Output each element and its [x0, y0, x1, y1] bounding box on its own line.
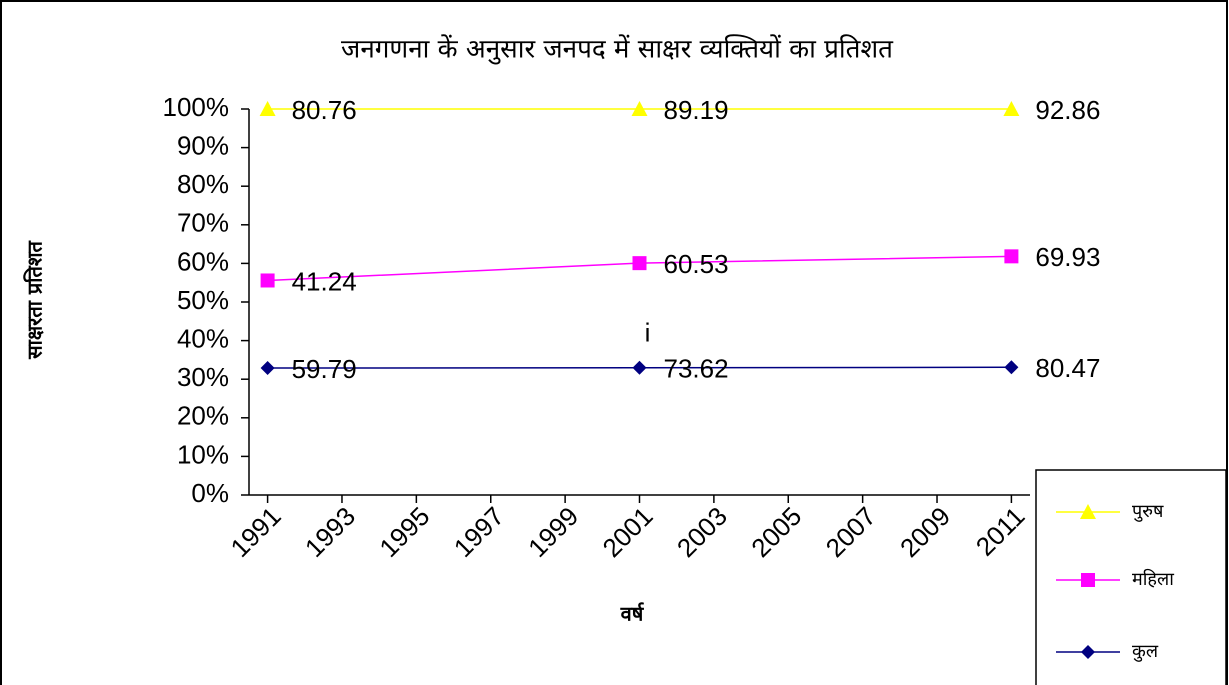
- legend-marker: [1081, 573, 1095, 587]
- legend-label: महिला: [1132, 568, 1174, 590]
- point: [632, 256, 647, 271]
- y-axis-title: साक्षरता प्रतिशत: [23, 240, 47, 360]
- y-tick-label: 40%: [177, 323, 229, 353]
- data-label: 92.86: [1035, 95, 1100, 125]
- y-tick-label: 10%: [177, 439, 229, 469]
- chart-title: जनगणना कें अनुसार जनपद में साक्षर व्यक्त…: [341, 34, 894, 65]
- data-label: 73.62: [664, 354, 729, 384]
- annotation: i: [645, 317, 651, 347]
- point: [632, 360, 647, 375]
- point: [1004, 249, 1019, 264]
- data-label: 80.76: [292, 95, 357, 125]
- legend-marker: [1080, 504, 1096, 519]
- data-label: 89.19: [664, 95, 729, 125]
- legend-marker: [1081, 645, 1095, 659]
- point: [1003, 101, 1020, 116]
- legend-label: पुरुष: [1132, 501, 1164, 522]
- point: [631, 101, 648, 116]
- data-label: 41.24: [292, 266, 357, 296]
- point: [260, 361, 275, 376]
- y-tick-label: 80%: [177, 169, 229, 199]
- data-label: 59.79: [292, 354, 357, 384]
- data-label: 80.47: [1035, 353, 1100, 383]
- y-tick-label: 60%: [177, 246, 229, 276]
- y-tick-label: 20%: [177, 401, 229, 431]
- x-axis-title: वर्ष: [620, 602, 645, 626]
- point: [1004, 360, 1019, 375]
- legend: [1035, 469, 1227, 685]
- y-tick-label: 50%: [177, 285, 229, 315]
- data-label: 69.93: [1035, 242, 1100, 272]
- point: [259, 101, 276, 116]
- y-tick-label: 0%: [191, 478, 229, 508]
- legend-label: कुल: [1132, 641, 1159, 662]
- point: [260, 273, 275, 288]
- y-tick-label: 70%: [177, 208, 229, 238]
- y-tick-label: 90%: [177, 130, 229, 160]
- y-tick-label: 100%: [163, 92, 230, 122]
- data-label: 60.53: [664, 249, 729, 279]
- y-tick-label: 30%: [177, 362, 229, 392]
